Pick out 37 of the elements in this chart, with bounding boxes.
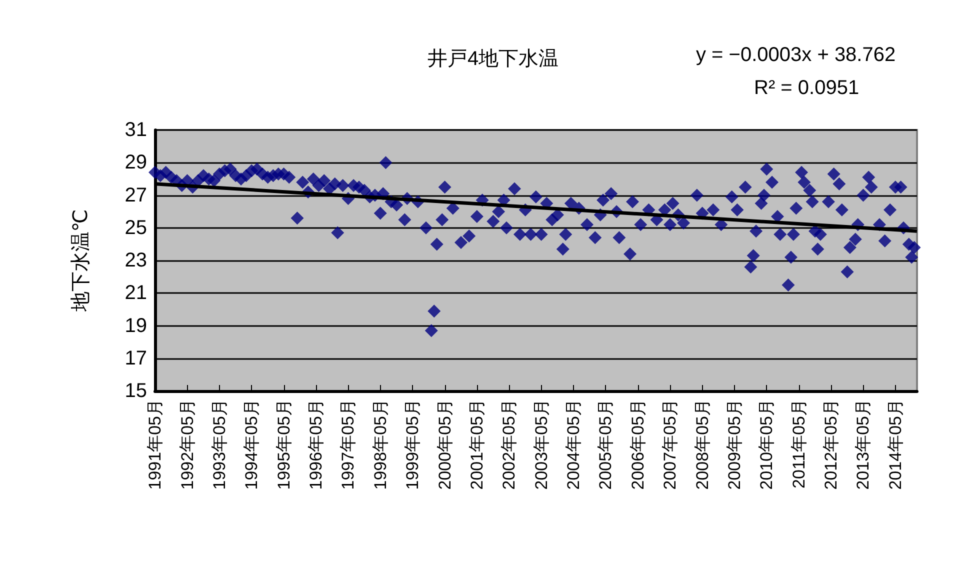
x-tick-label: 2006年05月 [628, 399, 648, 490]
x-tick-label: 1995年05月 [274, 399, 294, 490]
text: y = −0.0003x + 38.762 [696, 44, 896, 66]
text: R² = 0.0951 [754, 77, 860, 99]
y-axis-title: 地下水温℃ [70, 209, 92, 313]
y-tick-label: 25 [124, 216, 147, 239]
x-tick-label: 2010年05月 [757, 399, 776, 490]
y-tick-label: 29 [124, 152, 147, 174]
x-tick-label: 1997年05月 [338, 399, 358, 490]
x-tick-label: 1991年05月 [146, 399, 164, 490]
y-tick-label: 17 [124, 347, 147, 370]
x-tick-label: 2004年05月 [564, 399, 584, 490]
y-tick-label: 19 [124, 314, 147, 337]
x-tick-label: 2014年05月 [886, 399, 905, 490]
y-tick-label: 23 [124, 250, 147, 272]
x-tick-label: 1996年05月 [306, 399, 326, 490]
x-tick-label: 2009年05月 [724, 399, 744, 490]
x-tick-label: 2008年05月 [692, 399, 712, 490]
x-tick-label: 2000年05月 [435, 399, 454, 490]
x-tick-label: 2013年05月 [854, 399, 873, 490]
x-tick-label: 1994年05月 [242, 399, 262, 490]
x-tick-label: 2007年05月 [660, 399, 680, 490]
chart-title: 井戸4地下水温 [427, 48, 559, 70]
x-tick-label: 2005年05月 [596, 399, 616, 490]
x-tick-label: 2012年05月 [822, 399, 841, 490]
x-tick-label: 2003年05月 [532, 399, 551, 490]
x-tick-label: 2002年05月 [500, 399, 519, 490]
y-tick-label: 31 [124, 119, 147, 141]
x-tick-label: 2001年05月 [467, 399, 486, 490]
x-tick-label: 1999年05月 [403, 399, 422, 490]
x-tick-label: 2011年05月 [789, 399, 808, 488]
x-tick-label: 1993年05月 [210, 399, 229, 490]
y-tick-label: 27 [124, 184, 147, 206]
x-tick-label: 1992年05月 [178, 399, 197, 490]
x-tick-label: 1998年05月 [370, 399, 390, 490]
y-tick-label: 21 [124, 282, 147, 304]
y-tick-label: 15 [124, 380, 147, 402]
